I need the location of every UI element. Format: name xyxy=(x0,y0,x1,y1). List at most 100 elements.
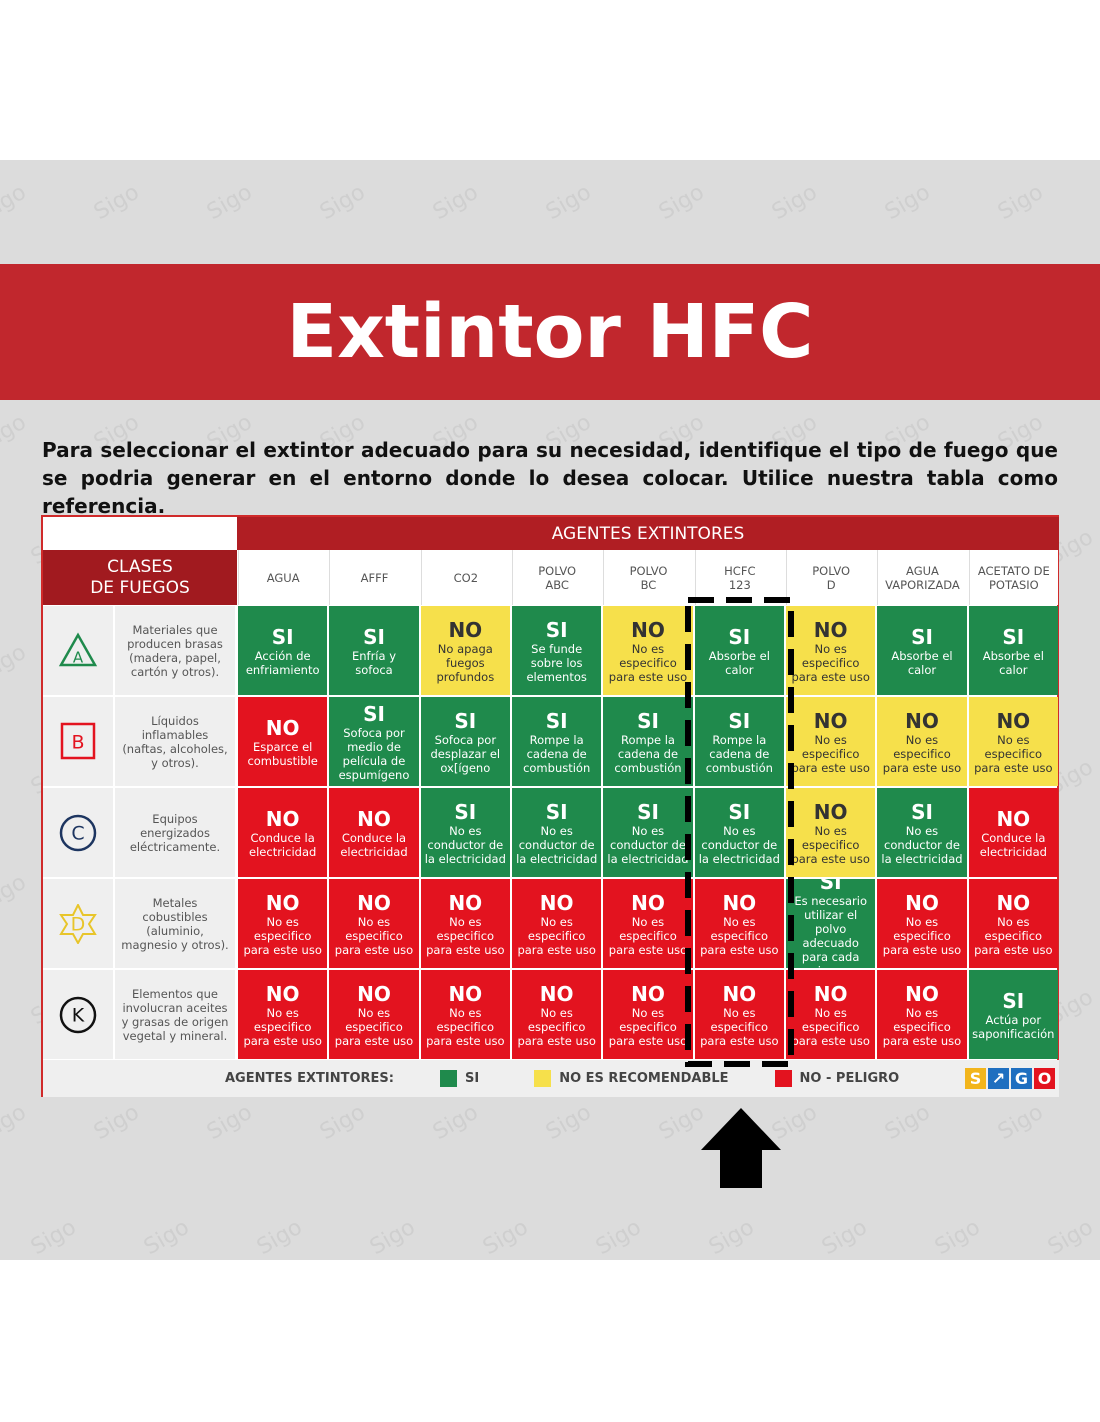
agent-cell: NO No es especifico para este uso xyxy=(238,879,328,968)
agent-cell: NO No es especifico para este uso xyxy=(694,970,784,1059)
cell-verdict: SI xyxy=(545,617,568,642)
cell-verdict: SI xyxy=(728,799,751,824)
cell-detail: Acción de enfriamiento xyxy=(245,648,320,677)
cell-verdict: NO xyxy=(357,806,391,831)
cell-verdict: NO xyxy=(905,890,939,915)
class-icon-cell: B xyxy=(43,697,113,786)
watermark: Sigo xyxy=(202,179,257,226)
agent-cell: SI No es conductor de la electricidad xyxy=(420,788,510,877)
agent-cell: NO No es especifico para este uso xyxy=(603,879,693,968)
cell-detail: No es especifico para este uso xyxy=(243,1005,322,1048)
agent-cell: NO No es especifico para este uso xyxy=(238,970,328,1059)
cell-detail: No es especifico para este uso xyxy=(608,1005,688,1048)
cell-verdict: SI xyxy=(911,799,933,824)
cell-detail: Rompe la cadena de combustión xyxy=(705,732,773,775)
cell-verdict: SI xyxy=(363,624,385,649)
cell-detail: No es especifico para este uso xyxy=(243,914,322,957)
watermark: Sigo xyxy=(0,1099,31,1146)
watermark: Sigo xyxy=(252,1214,307,1260)
cell-verdict: NO xyxy=(722,890,757,915)
cell-verdict: NO xyxy=(448,890,483,915)
cell-verdict: NO xyxy=(265,715,300,740)
cell-detail: No es especifico para este uso xyxy=(882,914,962,957)
cell-verdict: SI xyxy=(728,624,751,649)
cell-detail: No es especifico para este uso xyxy=(608,641,688,684)
cell-verdict: NO xyxy=(265,890,300,915)
column-header: ACETATO DE POTASIO xyxy=(968,550,1058,605)
agent-cell: NO No es especifico para este uso xyxy=(968,879,1058,968)
agent-cell: NO No es especifico para este uso xyxy=(694,879,784,968)
agent-cell: NO No es especifico para este uso xyxy=(420,879,510,968)
title: Extintor HFC xyxy=(286,289,814,375)
cell-detail: No es especifico para este uso xyxy=(974,732,1053,775)
watermark: Sigo xyxy=(315,1099,370,1146)
agent-cell: NO Conduce la electricidad xyxy=(329,788,419,877)
agent-cell: SI No es conductor de la electricidad xyxy=(512,788,602,877)
agent-cell: NO Conduce la electricidad xyxy=(968,788,1058,877)
extinguisher-table: AGENTES EXTINTORES CLASES DE FUEGOS AGUA AF… xyxy=(41,515,1059,1097)
cell-detail: Rompe la cadena de combustión xyxy=(523,732,591,775)
cell-detail: No apaga fuegos profundos xyxy=(436,641,495,684)
column-header: AGUA VAPORIZADA xyxy=(877,550,967,605)
cell-detail: No es especifico para este uso xyxy=(791,1005,870,1048)
watermark: Sigo xyxy=(428,1099,483,1146)
cell-verdict: NO xyxy=(722,981,757,1006)
watermark: Sigo xyxy=(0,869,31,916)
cell-verdict: SI xyxy=(911,624,933,649)
cell-verdict: SI xyxy=(1002,624,1025,649)
class-icon-cell: A xyxy=(43,606,113,695)
class-icon-cell: K xyxy=(43,970,113,1059)
agent-cell: SI Absorbe el calor xyxy=(694,606,784,695)
cell-verdict: NO xyxy=(448,617,483,642)
cell-verdict: SI xyxy=(454,799,477,824)
watermark: Sigo xyxy=(0,409,31,456)
cell-verdict: SI xyxy=(728,708,751,733)
cell-verdict: NO xyxy=(357,890,391,915)
cell-verdict: NO xyxy=(631,981,665,1006)
legend-text: NO - PELIGRO xyxy=(799,1071,900,1086)
cell-detail: No es especifico para este uso xyxy=(334,914,414,957)
cell-verdict: SI xyxy=(637,799,659,824)
watermark: Sigo xyxy=(591,1214,646,1260)
cell-verdict: NO xyxy=(265,806,300,831)
cell-verdict: SI xyxy=(637,708,659,733)
group-header: AGENTES EXTINTORES xyxy=(237,517,1059,550)
watermark: Sigo xyxy=(0,179,31,226)
cell-detail: No es especifico para este uso xyxy=(974,914,1053,957)
agent-cell: NO No es especifico para este uso xyxy=(786,606,876,695)
agent-cell: SI Absorbe el calor xyxy=(968,606,1058,695)
cell-verdict: NO xyxy=(539,890,574,915)
class-letter: K xyxy=(72,1004,85,1026)
agent-cell: SI No es conductor de la electricidad xyxy=(603,788,693,877)
legend-item: SI xyxy=(440,1070,479,1087)
watermark: Sigo xyxy=(654,1099,709,1146)
legend-swatch xyxy=(440,1070,457,1087)
agent-cell: NO No es especifico para este uso xyxy=(420,970,510,1059)
watermark: Sigo xyxy=(428,179,483,226)
watermark: Sigo xyxy=(704,1214,759,1260)
cell-verdict: NO xyxy=(357,981,391,1006)
cell-detail: Conduce la electricidad xyxy=(249,830,317,859)
cell-verdict: NO xyxy=(996,890,1031,915)
cell-detail: No es especifico para este uso xyxy=(700,1005,779,1048)
column-header: POLVO BC xyxy=(603,550,693,605)
cell-detail: Sofoca por medio de película de espumíge… xyxy=(338,725,410,782)
cell-detail: Esparce el combustible xyxy=(247,739,318,768)
agent-cell: SI No es conductor de la electricidad xyxy=(694,788,784,877)
cell-detail: Es necesario utilizar el polvo adecuado … xyxy=(794,893,867,969)
cell-detail: No es conductor de la electricidad xyxy=(424,823,506,866)
cell-detail: No es especifico para este uso xyxy=(426,1005,505,1048)
cell-verdict: NO xyxy=(813,617,848,642)
title-banner: Extintor HFC xyxy=(0,264,1100,400)
agent-cell: NO No es especifico para este uso xyxy=(329,879,419,968)
cell-detail: No es especifico para este uso xyxy=(791,823,870,866)
agent-cell: SI Sofoca por desplazar el ox[ígeno xyxy=(420,697,510,786)
cell-detail: No es conductor de la electricidad xyxy=(516,823,598,866)
cell-detail: No es especifico para este uso xyxy=(426,914,505,957)
cell-detail: No es especifico para este uso xyxy=(700,914,779,957)
watermark: Sigo xyxy=(0,639,31,686)
agent-cell: NO No es especifico para este uso xyxy=(603,606,693,695)
cell-detail: Absorbe el calor xyxy=(708,648,770,677)
watermark: Sigo xyxy=(880,1099,935,1146)
legend-swatch xyxy=(534,1070,552,1087)
